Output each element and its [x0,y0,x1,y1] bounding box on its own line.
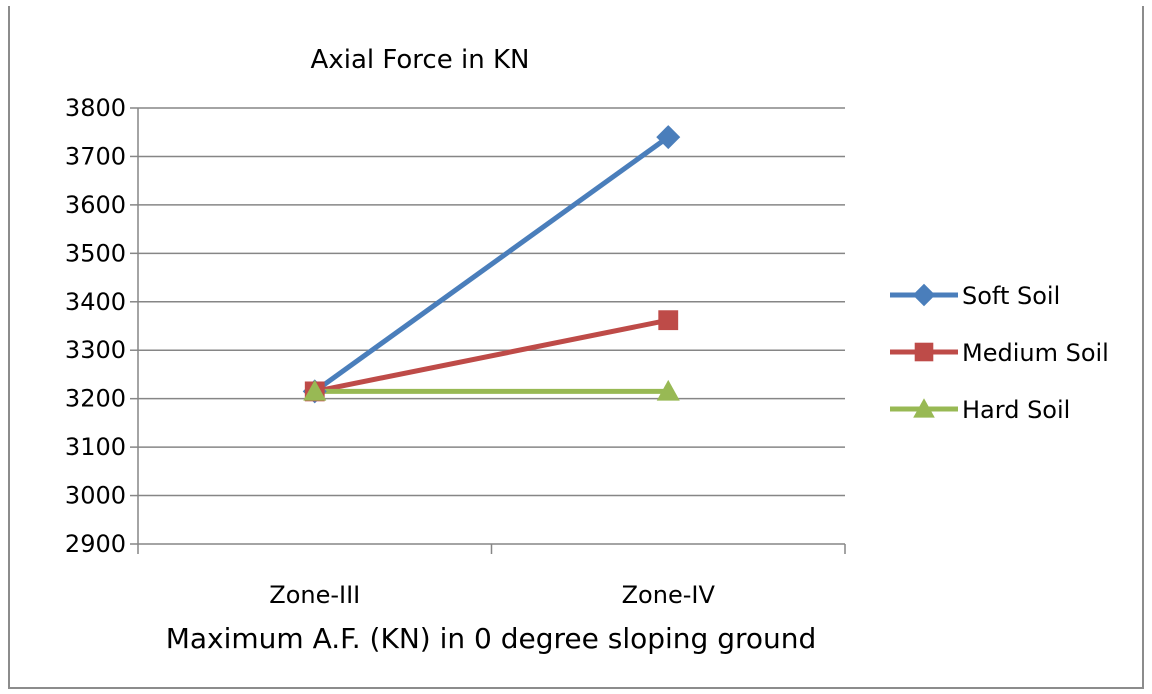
x-tick-label: Zone-III [269,581,360,609]
y-tick-label: 3400 [65,288,126,316]
y-tick-label: 3200 [65,385,126,413]
y-tick-labels: 3800 3700 3600 3500 3400 3300 3200 3100 3000 2900 [65,94,126,558]
data-point-hard-soil [303,379,327,401]
series-line-soft-soil [313,135,670,394]
legend: Soft Soil Medium Soil Hard Soil [890,282,1109,424]
y-tick-label: 3000 [65,482,126,510]
top-strip [0,0,1152,6]
x-tick-label: Zone-IV [622,581,716,609]
data-point-soft-soil [656,125,681,150]
y-tick-label: 3800 [65,94,126,122]
y-tick-label: 3600 [65,191,126,219]
data-point-hard-soil [656,379,680,401]
x-tick-labels: Zone-III Zone-IV [269,581,715,609]
y-tick-label: 2900 [65,530,126,558]
legend-label-soft-soil: Soft Soil [962,282,1060,310]
y-tick-label: 3700 [65,142,126,170]
y-tick-label: 3100 [65,433,126,461]
series-markers [302,125,681,404]
y-tick-label: 3300 [65,336,126,364]
legend-label-medium-soil: Medium Soil [962,339,1109,367]
legend-label-hard-soil: Hard Soil [962,396,1070,424]
data-point-medium-soil [658,310,679,331]
chart-title: Axial Force in KN [311,45,530,75]
chart-frame [8,6,1144,689]
series-lines [313,135,670,394]
x-axis-label: Maximum A.F. (KN) in 0 degree sloping gr… [166,622,817,655]
axes [137,108,846,554]
legend-marker-soft-soil [912,283,936,307]
series-line-medium-soil [314,317,669,394]
legend-marker-medium-soil [914,342,934,362]
gridlines [130,107,845,545]
y-tick-label: 3500 [65,239,126,267]
legend-marker-hard-soil [913,398,935,418]
